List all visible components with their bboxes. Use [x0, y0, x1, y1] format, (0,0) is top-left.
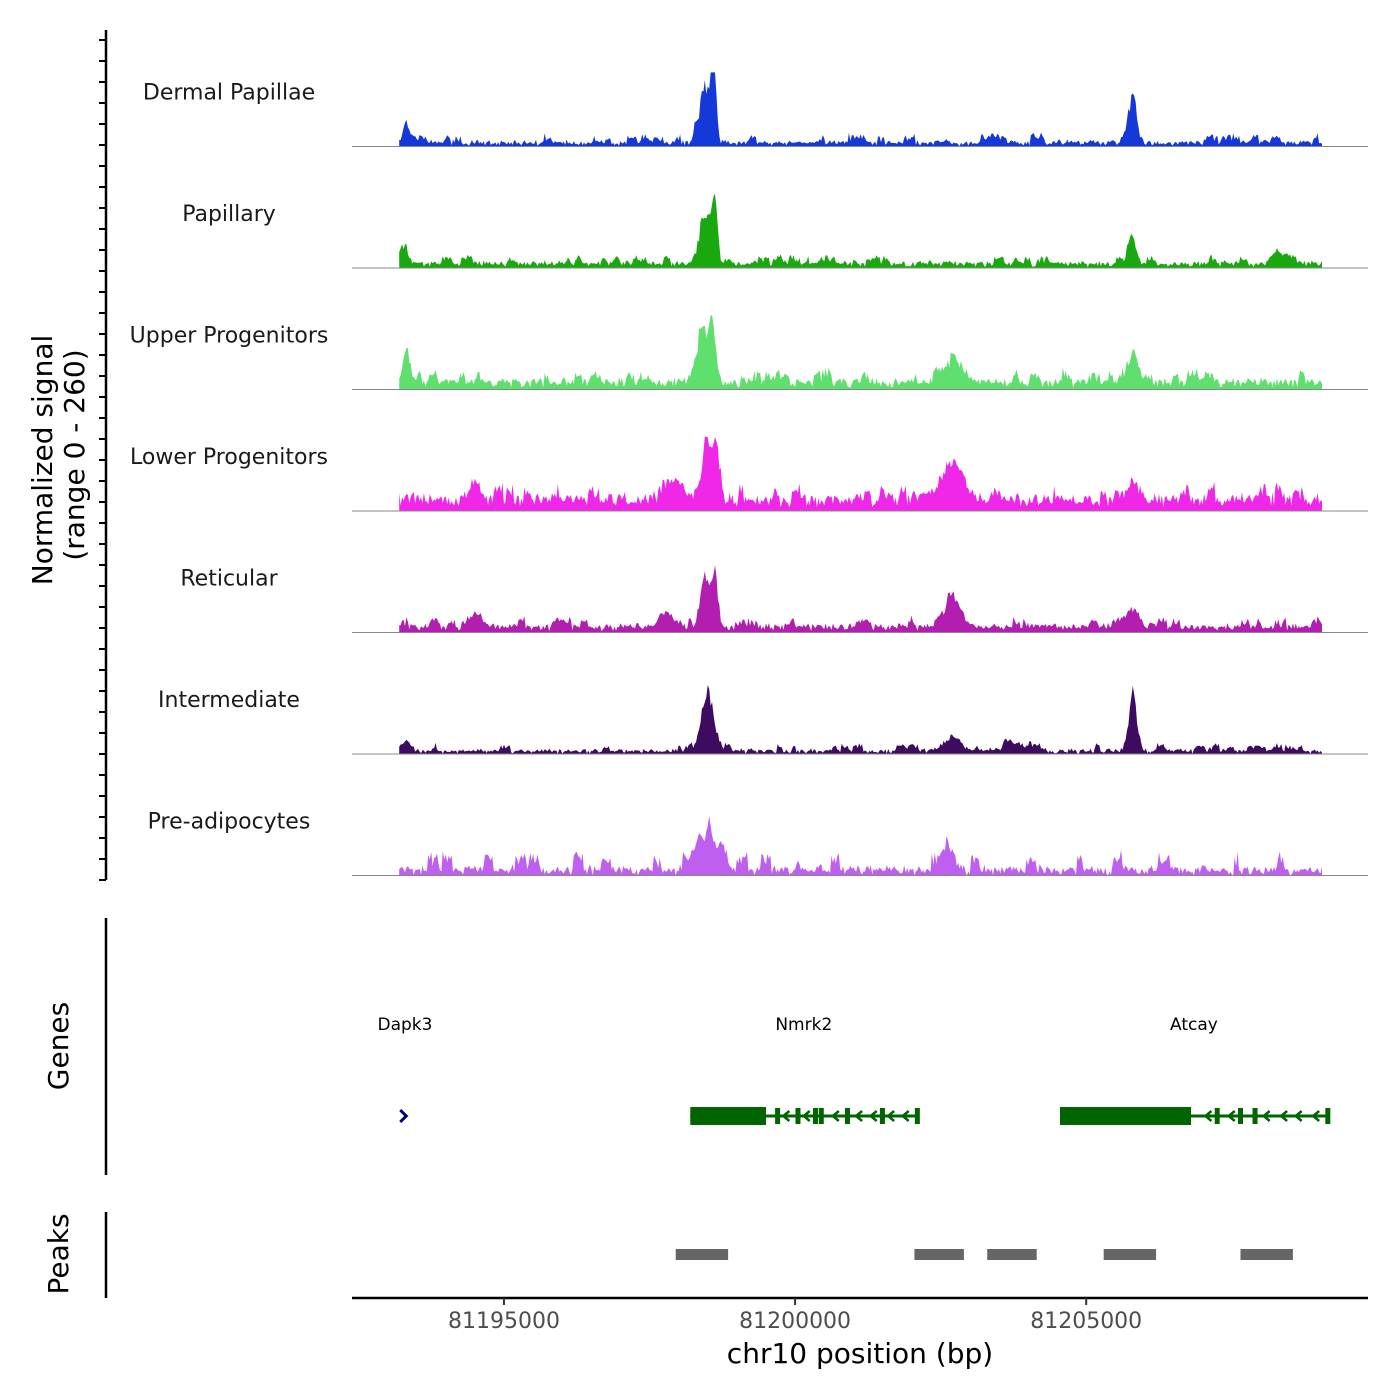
track-label: Intermediate: [158, 688, 300, 713]
gene-nmrk2: Nmrk2: [690, 1015, 920, 1125]
track-label: Lower Progenitors: [130, 445, 328, 470]
peak-region: [914, 1249, 964, 1260]
track-reticular: Reticular: [180, 565, 1368, 633]
track-label: Reticular: [180, 567, 278, 592]
strand-chevron: [399, 1108, 409, 1124]
strand-chevron: [854, 1110, 863, 1122]
gene-exon: [775, 1108, 781, 1124]
track-upper-progenitors: Upper Progenitors: [130, 315, 1368, 390]
gene-exon: [914, 1108, 920, 1124]
strand-chevron: [1279, 1110, 1288, 1122]
strand-chevron: [900, 1110, 910, 1122]
gene-annotations: Dapk3 Nmrk2 Atcay: [377, 1015, 1331, 1125]
gene-exon: [795, 1108, 801, 1124]
signal-area: [399, 565, 1322, 633]
gene-label: Atcay: [1170, 1015, 1218, 1035]
x-axis-ticks: 81195000 81200000 81205000: [448, 1298, 1142, 1334]
gene-utr-block: [1059, 1107, 1192, 1125]
track-intermediate: Intermediate: [158, 685, 1368, 755]
gene-exon: [1237, 1108, 1243, 1124]
x-axis-title: chr10 position (bp): [727, 1337, 993, 1370]
gene-atcay: Atcay: [1059, 1015, 1331, 1125]
strand-chevron: [830, 1110, 840, 1122]
gene-dapk3: Dapk3: [377, 1015, 432, 1124]
signal-area: [399, 815, 1322, 876]
strand-chevron: [1293, 1110, 1303, 1122]
gene-label: Dapk3: [377, 1015, 432, 1035]
track-label: Papillary: [182, 202, 276, 227]
track-label: Upper Progenitors: [130, 324, 329, 349]
gene-exon: [1214, 1108, 1220, 1124]
strand-chevron: [801, 1110, 811, 1122]
coverage-tracks: Dermal Papillae Papillary Upper Progenitor…: [130, 72, 1368, 876]
strand-chevron: [1311, 1110, 1320, 1122]
peaks-panel-title: Peaks: [42, 1213, 75, 1294]
peak-region: [987, 1249, 1037, 1260]
gene-exon: [1325, 1108, 1331, 1124]
strand-chevron: [1261, 1110, 1271, 1122]
track-dermal-papillae: Dermal Papillae: [143, 72, 1368, 147]
gene-exon: [1252, 1108, 1258, 1124]
track-label: Dermal Papillae: [143, 81, 315, 106]
peak-region: [675, 1249, 729, 1260]
gene-utr-block: [690, 1107, 766, 1125]
track-label: Pre-adipocytes: [148, 810, 311, 835]
strand-chevron: [781, 1110, 791, 1122]
track-lower-progenitors: Lower Progenitors: [130, 436, 1368, 512]
track-pre-adipocytes: Pre-adipocytes: [148, 810, 1368, 876]
strand-chevron: [868, 1110, 878, 1122]
signal-area: [399, 685, 1322, 754]
gene-label: Nmrk2: [775, 1015, 832, 1035]
y-axis-range-note: (range 0 - 260): [58, 349, 91, 560]
signal-area: [399, 193, 1322, 268]
coverage-y-ticks: [99, 39, 106, 881]
strand-chevron: [1226, 1110, 1236, 1122]
y-axis-title: Normalized signal: [26, 335, 59, 586]
signal-area: [399, 72, 1322, 147]
signal-area: [399, 436, 1322, 511]
strand-chevron: [1203, 1110, 1213, 1122]
peak-regions: [675, 1249, 1293, 1260]
peak-region: [1240, 1249, 1293, 1260]
gene-exon: [879, 1108, 885, 1124]
track-papillary: Papillary: [182, 193, 1368, 269]
coverage-y-axis: [99, 30, 108, 881]
signal-area: [399, 315, 1322, 390]
peak-region: [1103, 1249, 1157, 1260]
genes-panel-title: Genes: [42, 1002, 75, 1090]
gene-exon: [818, 1108, 824, 1124]
gene-exon: [812, 1108, 818, 1124]
strand-chevron: [886, 1110, 895, 1122]
x-tick-label: 81200000: [739, 1309, 851, 1334]
x-tick-label: 81195000: [448, 1309, 560, 1334]
gene-exon: [844, 1108, 850, 1124]
x-tick-label: 81205000: [1030, 1309, 1142, 1334]
